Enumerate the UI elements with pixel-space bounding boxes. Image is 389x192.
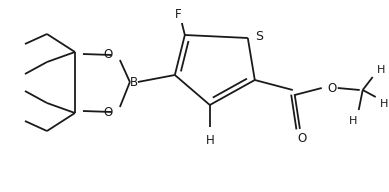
Text: H: H xyxy=(377,65,385,75)
Text: H: H xyxy=(349,116,357,126)
Text: F: F xyxy=(175,8,181,22)
Text: S: S xyxy=(255,30,263,42)
Text: H: H xyxy=(380,99,388,109)
Text: O: O xyxy=(103,49,112,61)
Text: O: O xyxy=(327,81,336,94)
Text: O: O xyxy=(297,132,307,145)
Text: H: H xyxy=(205,133,214,146)
Text: B: B xyxy=(130,76,138,89)
Text: O: O xyxy=(103,105,112,118)
